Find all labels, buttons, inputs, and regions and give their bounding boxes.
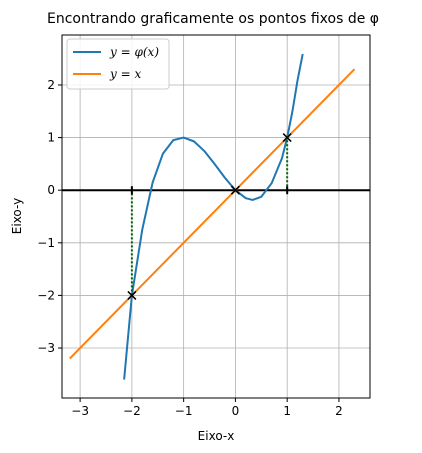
legend-label-phi: y = φ(x) [109, 45, 159, 59]
x-axis: −3 −2 −1 0 1 2 [71, 398, 343, 418]
y-tick-label: 0 [47, 183, 55, 197]
x-axis-label: Eixo-x [198, 429, 235, 443]
series-identity-line [69, 68, 356, 360]
x-tick-label: −3 [71, 404, 89, 418]
marker-stroke [230, 185, 240, 195]
marker-stroke [127, 290, 137, 300]
x-tick-label: 2 [335, 404, 343, 418]
x-tick-label: 0 [232, 404, 240, 418]
y-tick-label: 2 [47, 78, 55, 92]
legend: y = φ(x) y = x [66, 38, 170, 90]
y-axis-label: Eixo-y [10, 198, 24, 234]
y-tick-label: −3 [37, 341, 55, 355]
chart-title: Encontrando graficamente os pontos fixos… [47, 11, 379, 27]
fixed-point-marker [282, 133, 292, 143]
marker-stroke [282, 133, 292, 143]
fixed-point-marker [127, 290, 137, 300]
y-tick-label: 1 [47, 131, 55, 145]
y-axis: −3 −2 −1 0 1 2 [37, 78, 62, 355]
x-tick-label: −2 [123, 404, 141, 418]
axes-frame [61, 34, 371, 399]
x-tick-label: −1 [175, 404, 193, 418]
legend-label-identity: y = x [109, 67, 141, 81]
fixed-point-marker [230, 185, 240, 195]
plot-area [62, 53, 370, 380]
y-tick-label: −2 [37, 288, 55, 302]
y-tick-label: −1 [37, 236, 55, 250]
x-tick-label: 1 [283, 404, 291, 418]
series-phi-line [123, 53, 304, 380]
